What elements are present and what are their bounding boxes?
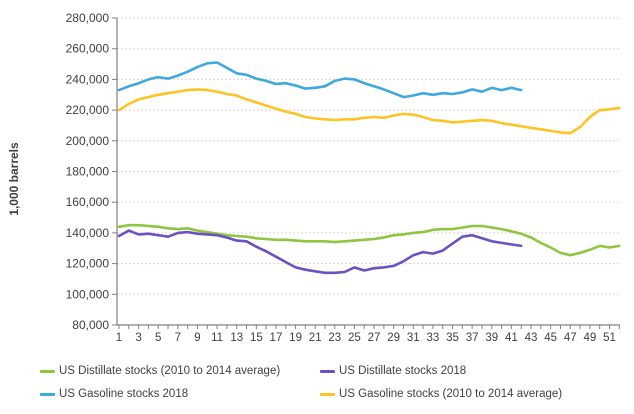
x-tick-label: 31	[407, 332, 420, 344]
x-tick-label: 37	[466, 332, 479, 344]
x-tick-label: 27	[368, 332, 381, 344]
y-tick-label: 160,000	[66, 195, 110, 209]
x-tick-label: 35	[446, 332, 459, 344]
x-tick-label: 21	[309, 332, 322, 344]
y-axis-title: 1,000 barrels	[7, 142, 21, 216]
y-tick-label: 100,000	[66, 287, 110, 301]
y-tick-label: 200,000	[66, 134, 110, 148]
x-tick-label: 11	[211, 332, 223, 344]
x-tick-label: 9	[194, 332, 200, 344]
y-tick-label: 220,000	[66, 103, 110, 117]
legend-label-gasoline-avg: US Gasoline stocks (2010 to 2014 average…	[339, 388, 563, 400]
x-tick-label: 45	[544, 332, 557, 344]
legend-swatch-distillate-2018	[320, 369, 335, 373]
x-tick-label: 25	[348, 332, 361, 344]
y-tick-label: 260,000	[66, 42, 110, 56]
x-tick-label: 5	[155, 332, 161, 344]
x-tick-label: 3	[135, 332, 141, 344]
x-tick-label: 17	[270, 332, 283, 344]
legend-item-gasoline-avg: US Gasoline stocks (2010 to 2014 average…	[320, 387, 562, 401]
legend-label-distillate-2018: US Distillate stocks 2018	[339, 365, 467, 377]
y-tick-label: 240,000	[66, 72, 110, 86]
x-tick-label: 39	[485, 332, 498, 344]
y-tick-label: 140,000	[66, 226, 110, 240]
series-line-1	[117, 229, 523, 275]
legend-label-distillate-avg: US Distillate stocks (2010 to 2014 avera…	[59, 365, 281, 377]
y-tick-label: 80,000	[72, 318, 109, 332]
x-tick-label: 19	[289, 332, 302, 344]
y-tick-label: 280,000	[66, 11, 110, 25]
legend-item-gasoline-2018: US Gasoline stocks 2018	[40, 387, 188, 401]
y-tick-label: 180,000	[66, 165, 110, 179]
x-tick-label: 29	[387, 332, 400, 344]
legend-swatch-distillate-avg	[40, 369, 55, 373]
x-tick-label: 41	[505, 332, 518, 344]
x-tick-label: 15	[250, 332, 263, 344]
legend-swatch-gasoline-avg	[320, 392, 335, 396]
x-tick-label: 7	[175, 332, 181, 344]
series-line-0	[117, 223, 621, 257]
series-line-2	[117, 61, 523, 99]
y-tick-label: 120,000	[66, 257, 110, 271]
legend-label-gasoline-2018: US Gasoline stocks 2018	[59, 388, 189, 400]
x-tick-label: 49	[583, 332, 596, 344]
legend-item-distillate-avg: US Distillate stocks (2010 to 2014 avera…	[40, 364, 280, 378]
x-tick-label: 43	[525, 332, 538, 344]
series-line-3	[117, 88, 621, 135]
x-tick-label: 51	[603, 332, 616, 344]
legend-item-distillate-2018: US Distillate stocks 2018	[320, 364, 466, 378]
x-tick-label: 23	[328, 332, 341, 344]
legend-swatch-gasoline-2018	[40, 392, 55, 396]
x-tick-label: 1	[116, 332, 122, 344]
x-tick-label: 13	[230, 332, 243, 344]
x-tick-label: 47	[564, 332, 577, 344]
x-tick-label: 33	[427, 332, 440, 344]
chart-plot-area: 80,000 100,000 120,000 140,000 160,000 180,00…	[66, 11, 621, 344]
